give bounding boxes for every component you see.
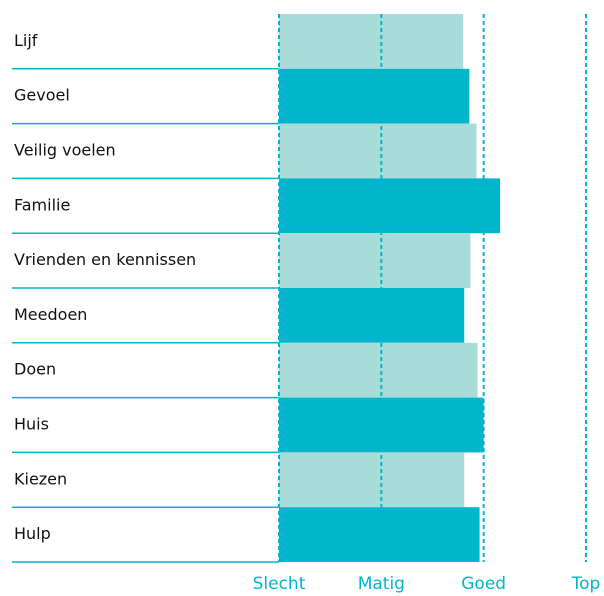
x-tick-label: Goed (461, 574, 506, 594)
bar (279, 452, 465, 508)
bar (279, 507, 480, 562)
category-label: Lijf (14, 31, 38, 50)
bar (279, 14, 464, 69)
category-label: Doen (14, 360, 56, 379)
category-label: Vrienden en kennissen (14, 250, 196, 269)
bar (279, 178, 501, 234)
category-label: Kiezen (14, 469, 67, 488)
x-tick-label: Matig (358, 574, 405, 594)
bar (279, 342, 478, 398)
category-label: Familie (14, 195, 70, 214)
x-tick-label: Slecht (253, 574, 306, 594)
x-tick-label: Top (571, 574, 601, 594)
bar (279, 123, 477, 179)
category-label: Gevoel (14, 86, 70, 105)
category-label: Huis (14, 415, 49, 434)
bar (279, 233, 471, 288)
bar (279, 68, 470, 124)
category-label: Veilig voelen (14, 141, 116, 160)
category-label: Hulp (14, 524, 51, 543)
category-label: Meedoen (14, 305, 87, 324)
bar (279, 288, 465, 343)
